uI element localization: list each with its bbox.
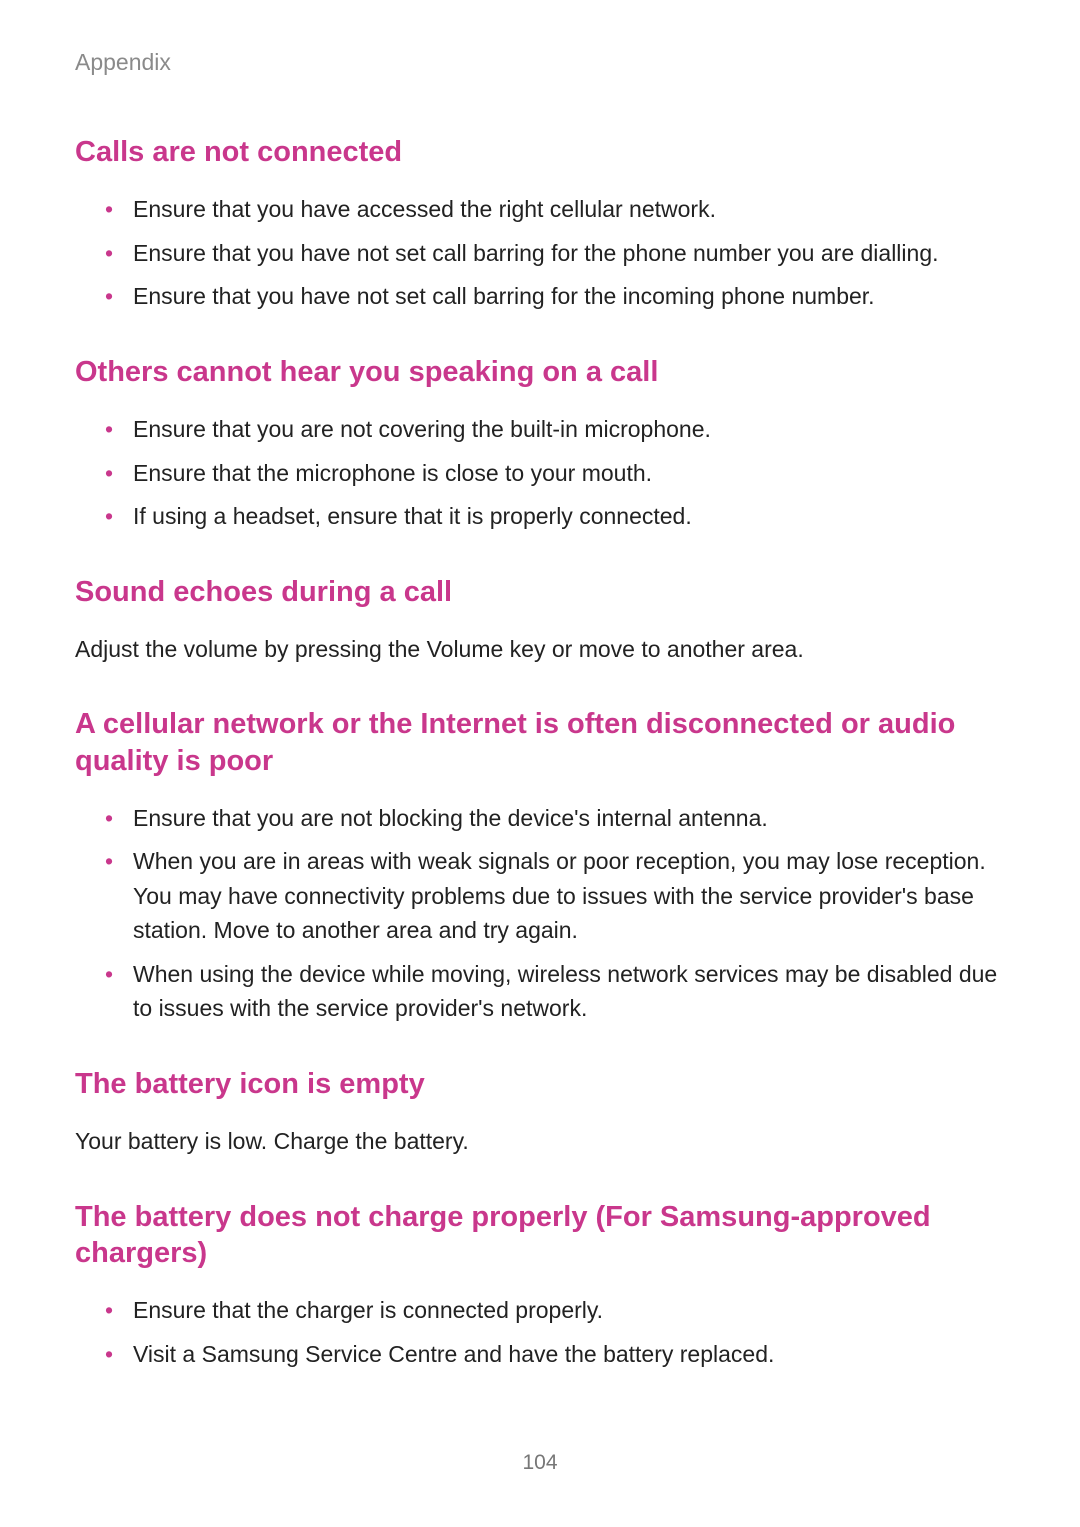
bullet-list-network-disconnected: Ensure that you are not blocking the dev… — [75, 801, 1005, 1026]
body-text-battery-empty: Your battery is low. Charge the battery. — [75, 1124, 1005, 1159]
bullet-list-battery-not-charging: Ensure that the charger is connected pro… — [75, 1293, 1005, 1371]
list-item: When you are in areas with weak signals … — [105, 844, 1005, 948]
section-heading-sound-echoes: Sound echoes during a call — [75, 574, 1005, 610]
list-item: When using the device while moving, wire… — [105, 957, 1005, 1026]
section-heading-others-cannot-hear: Others cannot hear you speaking on a cal… — [75, 354, 1005, 390]
section-heading-network-disconnected: A cellular network or the Internet is of… — [75, 706, 1005, 779]
section-heading-battery-empty: The battery icon is empty — [75, 1066, 1005, 1102]
body-text-sound-echoes: Adjust the volume by pressing the Volume… — [75, 632, 1005, 667]
page-container: Appendix Calls are not connected Ensure … — [0, 0, 1080, 1371]
list-item: Ensure that you are not blocking the dev… — [105, 801, 1005, 836]
bullet-list-others-cannot-hear: Ensure that you are not covering the bui… — [75, 412, 1005, 534]
page-header-title: Appendix — [75, 49, 1005, 76]
list-item: Ensure that the microphone is close to y… — [105, 456, 1005, 491]
section-heading-calls-not-connected: Calls are not connected — [75, 134, 1005, 170]
list-item: Ensure that the charger is connected pro… — [105, 1293, 1005, 1328]
list-item: Ensure that you have not set call barrin… — [105, 236, 1005, 271]
section-heading-battery-not-charging: The battery does not charge properly (Fo… — [75, 1199, 1005, 1272]
list-item: Ensure that you have accessed the right … — [105, 192, 1005, 227]
list-item: If using a headset, ensure that it is pr… — [105, 499, 1005, 534]
list-item: Ensure that you have not set call barrin… — [105, 279, 1005, 314]
page-number: 104 — [0, 1451, 1080, 1475]
list-item: Ensure that you are not covering the bui… — [105, 412, 1005, 447]
list-item: Visit a Samsung Service Centre and have … — [105, 1337, 1005, 1372]
bullet-list-calls-not-connected: Ensure that you have accessed the right … — [75, 192, 1005, 314]
